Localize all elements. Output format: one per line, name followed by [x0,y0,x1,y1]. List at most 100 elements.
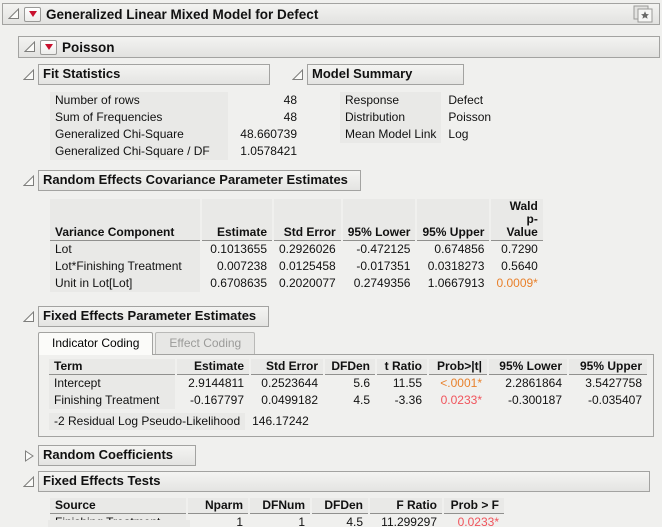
std-error: 0.2926026 [279,242,336,256]
column-header: 95% Upper [417,199,490,241]
spacer [2,191,660,199]
random-effects-table: Variance Component Estimate Std Error 95… [48,199,545,292]
std-error: 0.0125458 [279,259,336,273]
stat-label: Sum of Frequencies [50,109,228,126]
prob-t-significant: 0.0233* [440,393,482,407]
table-row: Distribution Poisson [340,109,503,126]
column-header: 95% Lower [489,359,567,375]
column-header: Std Error [251,359,323,375]
disclosure-closed-icon[interactable] [23,449,35,462]
summary-value: Log [448,127,469,141]
red-triangle-icon [44,44,53,50]
summary-label: Distribution [340,109,442,126]
column-header: Source [50,498,186,514]
stat-label: Number of rows [50,92,228,109]
indicator-coding-panel: Term Estimate Std Error DFDen t Ratio Pr… [38,354,654,437]
section-header-fixed-effects[interactable]: Fixed Effects Parameter Estimates [38,306,270,327]
wald-p-value: 0.7290 [501,242,538,256]
section-title: Fixed Effects Tests [43,473,161,488]
column-header: DFDen [312,498,368,514]
column-header: Variance Component [50,199,200,241]
table-row: Lot*Finishing Treatment 0.007238 0.01254… [50,258,543,275]
disclosure-open-icon[interactable] [24,41,36,53]
spacer [2,85,660,92]
summary-label: Response [340,92,442,109]
table-row: Response Defect [340,92,503,109]
column-header: DFNum [250,498,310,514]
dfden: 4.5 [346,515,363,527]
column-header: Prob>|t| [429,359,487,375]
likelihood-label: -2 Residual Log Pseudo-Likelihood [49,413,246,430]
stat-label: Generalized Chi-Square / DF [50,143,228,160]
stat-value: 1.0578421 [240,144,297,158]
disclosure-open-icon[interactable] [23,475,35,488]
poisson-title-bar[interactable]: Poisson [18,36,660,58]
column-header: 95% Upper [569,359,647,375]
spacer [2,437,660,445]
upper-95: 1.0667913 [427,276,485,290]
table-row: Mean Model Link Log [340,126,503,143]
red-triangle-menu-button[interactable] [40,39,57,55]
summary-value: Poisson [448,110,492,124]
wald-p-value: 0.5640 [501,259,538,273]
stat-value: 48 [283,93,297,107]
disclosure-open-icon[interactable] [8,8,20,20]
coding-tabs: Indicator Coding Effect Coding [38,332,660,355]
table-row: Unit in Lot[Lot] 0.6708635 0.2020077 0.2… [50,275,543,292]
tab-indicator-coding[interactable]: Indicator Coding [38,332,154,355]
stat-value: 48.660739 [240,127,297,141]
dfnum: 1 [298,515,305,527]
dfden: 4.5 [353,393,370,407]
estimate: 2.9144811 [188,376,244,390]
column-header: Prob > F [444,498,504,514]
f-ratio: 11.299297 [381,515,437,527]
section-header-fit-statistics[interactable]: Fit Statistics [38,64,270,85]
column-header: Estimate [202,199,272,241]
upper-95: 0.0318273 [427,259,485,273]
disclosure-open-icon[interactable] [23,174,35,187]
section-header-model-summary[interactable]: Model Summary [307,64,464,85]
table-header-row: Term Estimate Std Error DFDen t Ratio Pr… [49,359,647,375]
prob-t-significant: <.0001* [440,376,482,390]
summary-value: Defect [448,93,484,107]
table-row: -2 Residual Log Pseudo-Likelihood 146.17… [49,413,314,430]
layered-star-window-icon[interactable] [631,5,655,24]
variance-component: Lot*Finishing Treatment [50,258,200,275]
column-header: t Ratio [377,359,427,375]
report-title: Generalized Linear Mixed Model for Defec… [46,6,319,22]
report-title-bar[interactable]: Generalized Linear Mixed Model for Defec… [2,3,660,25]
t-ratio: 11.55 [392,376,422,390]
table-row: Finishing Treatment -0.167797 0.0499182 … [49,392,647,409]
prob-f-significant: 0.0233* [457,515,499,527]
table-row: Intercept 2.9144811 0.2523644 5.6 11.55 … [49,375,647,392]
likelihood-table: -2 Residual Log Pseudo-Likelihood 146.17… [47,413,316,430]
column-header: Term [49,359,175,375]
column-header: 95% Lower [342,199,416,241]
table-row: Number of rows 48 [50,92,302,109]
fixed-effects-tests-table: Source Nparm DFNum DFDen F Ratio Prob > … [48,498,506,527]
column-header: Nparm [188,498,248,514]
spacer [2,25,660,36]
variance-component: Lot [50,241,200,258]
section-title: Random Coefficients [43,447,174,462]
red-triangle-icon [28,11,37,17]
disclosure-open-icon[interactable] [292,68,304,81]
term: Intercept [49,375,175,392]
column-header: Std Error [274,199,341,241]
section-header-fixed-effects-tests[interactable]: Fixed Effects Tests [38,471,650,492]
disclosure-open-icon[interactable] [23,68,35,81]
column-header: F Ratio [370,498,442,514]
section-header-random-effects[interactable]: Random Effects Covariance Parameter Esti… [38,170,361,191]
likelihood-value: 146.17242 [252,414,309,428]
estimate: -0.167797 [189,393,244,407]
red-triangle-menu-button[interactable] [24,6,41,22]
section-header-random-coefficients[interactable]: Random Coefficients [38,445,196,466]
disclosure-open-icon[interactable] [23,310,35,323]
section-title: Fixed Effects Parameter Estimates [43,308,257,323]
upper-95: -0.035407 [587,393,642,407]
column-header: DFDen [325,359,375,375]
model-summary-table: Response Defect Distribution Poisson Mea… [338,92,505,143]
fixed-effects-table: Term Estimate Std Error DFDen t Ratio Pr… [47,359,649,409]
upper-95: 0.674856 [434,242,485,256]
tab-effect-coding[interactable]: Effect Coding [155,332,256,354]
